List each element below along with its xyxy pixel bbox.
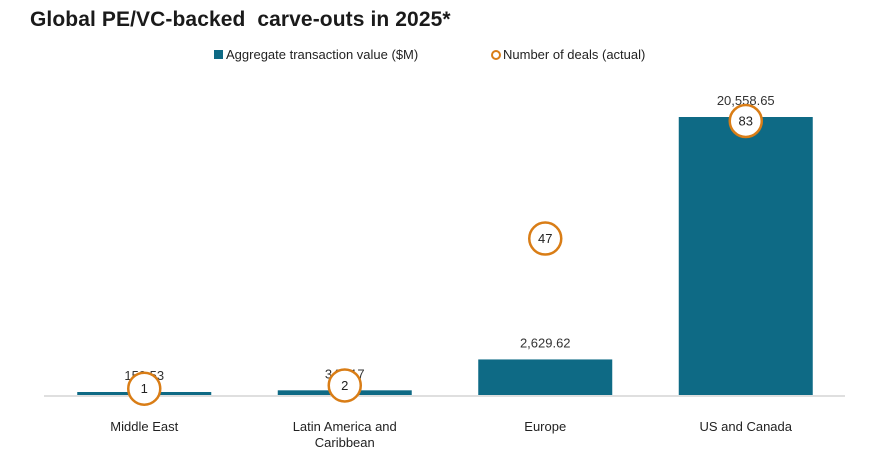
legend-bar-swatch — [214, 50, 223, 59]
deal-marker-label-0: 1 — [141, 381, 148, 396]
bar-value-label-2: 2,629.62 — [520, 335, 571, 350]
legend-deal-label: Number of deals (actual) — [503, 47, 645, 62]
category-label-3-0: US and Canada — [699, 419, 792, 434]
deal-marker-label-1: 2 — [341, 378, 348, 393]
category-label-2-0: Europe — [524, 419, 566, 434]
deal-marker-label-3: 83 — [739, 114, 753, 129]
chart-title: Global PE/VC-backed carve-outs in 2025* — [30, 8, 451, 31]
bar-2 — [478, 359, 613, 395]
deal-marker-3 — [728, 103, 763, 139]
bar-value-label-3: 20,558.65 — [717, 93, 775, 108]
legend-deal-swatch — [491, 50, 501, 60]
category-label-1-1: Caribbean — [315, 435, 375, 450]
bars — [77, 117, 813, 395]
category-label-0-0: Middle East — [110, 419, 178, 434]
deal-marker-1 — [327, 368, 362, 403]
deal-marker-0 — [127, 371, 162, 406]
deal-marker-label-2: 47 — [538, 231, 552, 246]
legend-bar-label: Aggregate transaction value ($M) — [226, 47, 418, 62]
bar-3 — [678, 117, 813, 395]
deal-marker-2 — [528, 221, 563, 256]
deal-markers: 1 2 47 83 — [127, 103, 763, 406]
legend: Aggregate transaction value ($M) Number … — [214, 47, 645, 62]
category-label-1-0: Latin America and — [293, 419, 397, 434]
